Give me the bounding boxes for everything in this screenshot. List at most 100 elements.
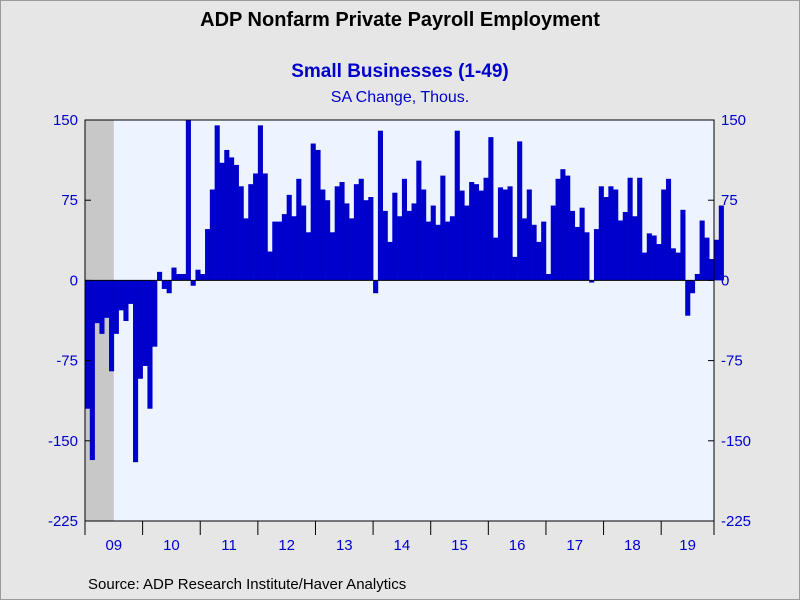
bar	[598, 186, 604, 281]
bar	[392, 192, 398, 281]
bar	[137, 280, 143, 379]
bar	[349, 218, 355, 281]
bar	[464, 205, 470, 281]
chart-title: ADP Nonfarm Private Payroll Employment	[200, 9, 600, 31]
bar	[579, 207, 585, 281]
y-tick-label-right: 150	[721, 112, 746, 129]
bar	[219, 162, 225, 281]
bar	[325, 200, 331, 281]
bar	[550, 205, 556, 281]
bar	[382, 210, 388, 281]
bar	[680, 209, 686, 281]
bar	[709, 259, 715, 281]
bar	[670, 248, 676, 281]
bar	[368, 196, 374, 281]
chart-subtitle: Small Businesses (1-49)	[291, 61, 509, 82]
bar	[315, 149, 321, 281]
bar	[363, 200, 369, 281]
bar	[545, 273, 552, 281]
bar	[353, 184, 359, 281]
bar	[694, 273, 700, 281]
y-tick-label-left: 0	[70, 272, 78, 289]
bar	[406, 210, 412, 281]
bar	[646, 233, 652, 281]
plot-area	[85, 120, 714, 521]
bar	[656, 244, 662, 281]
bar	[229, 157, 235, 281]
bar	[608, 186, 614, 281]
y-tick-label-right: -225	[721, 513, 751, 530]
bar	[152, 280, 158, 347]
plot-border	[84, 119, 715, 522]
bar	[593, 229, 600, 281]
bar	[214, 125, 220, 281]
y-tick-label-left: -150	[48, 433, 78, 450]
bar	[531, 224, 537, 281]
bar	[104, 280, 110, 318]
bar	[589, 280, 595, 283]
x-year-label: 18	[624, 537, 641, 554]
bar	[689, 280, 696, 294]
bar	[397, 216, 403, 281]
x-year-label: 15	[451, 537, 468, 554]
bar	[440, 175, 446, 281]
bar	[584, 232, 590, 281]
bar	[329, 232, 335, 281]
bar	[401, 178, 408, 281]
bar	[339, 182, 345, 281]
y-tick-label-right: 75	[721, 192, 738, 209]
bar	[497, 187, 504, 281]
x-year-label: 17	[566, 537, 583, 554]
bar	[301, 205, 307, 281]
y-tick-label-left: 150	[53, 112, 78, 129]
bar	[387, 241, 393, 281]
bar	[478, 190, 484, 281]
x-year-label: 14	[394, 537, 411, 554]
bar	[123, 280, 129, 322]
bar	[296, 178, 302, 281]
y-tick-label-left: -225	[48, 513, 78, 530]
bar	[435, 224, 441, 281]
bar	[637, 177, 643, 281]
axes-layer: 150 150 75 75 0 0 -75 -75 -150 -150 -225 -225 09 10 11…	[48, 112, 751, 554]
bar	[603, 196, 609, 281]
bar	[89, 280, 95, 461]
bar	[200, 273, 206, 281]
bar	[661, 189, 667, 281]
bar	[425, 221, 432, 281]
bar	[185, 120, 191, 281]
bar	[416, 160, 422, 281]
bar	[267, 251, 273, 281]
bar	[291, 216, 297, 281]
bar	[195, 269, 201, 281]
bar	[286, 194, 292, 281]
bar	[574, 226, 580, 281]
x-year-label: 19	[679, 537, 696, 554]
x-year-label: 11	[221, 537, 237, 554]
bar	[507, 186, 513, 281]
y-tick-label-right: 0	[721, 272, 729, 289]
bar	[233, 164, 239, 281]
bar	[502, 189, 508, 281]
bar	[560, 169, 566, 281]
bar	[262, 173, 268, 281]
bars-layer	[85, 120, 724, 463]
bar	[334, 186, 340, 281]
bar	[133, 280, 139, 463]
bar	[565, 175, 571, 281]
bar	[459, 190, 465, 281]
bar	[118, 280, 124, 311]
bar	[449, 216, 456, 281]
bar	[665, 178, 672, 281]
bar	[85, 280, 91, 409]
bar	[699, 220, 705, 281]
bar	[224, 149, 230, 281]
bar	[617, 220, 624, 281]
bar	[281, 214, 287, 281]
bar	[147, 280, 153, 409]
bar	[272, 221, 278, 281]
bar	[704, 237, 710, 281]
bar	[493, 237, 499, 281]
bar	[555, 178, 561, 281]
bar	[517, 141, 523, 281]
